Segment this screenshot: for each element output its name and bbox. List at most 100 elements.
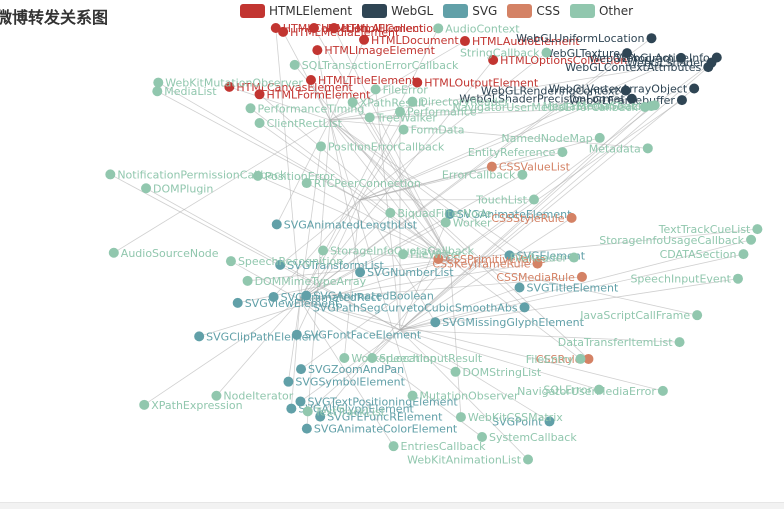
graph-node[interactable]: SVGSymbolElement	[283, 376, 406, 389]
graph-node[interactable]: NavigatorUserMediaError	[517, 385, 668, 398]
graph-node-dot[interactable]	[622, 48, 633, 59]
graph-node[interactable]: TextTrackCueList	[658, 223, 763, 236]
graph-node[interactable]: PerformanceTiming	[245, 102, 365, 115]
graph-node-dot[interactable]	[649, 100, 660, 111]
graph-node-dot[interactable]	[459, 36, 470, 47]
graph-node-dot[interactable]	[141, 183, 152, 194]
graph-node-dot[interactable]	[254, 89, 265, 100]
graph-node-dot[interactable]	[557, 147, 568, 158]
graph-node[interactable]: SVGAltGlyphElement	[286, 403, 415, 416]
graph-node[interactable]: SVGFEFuncRElement	[315, 411, 443, 424]
graph-node-dot[interactable]	[752, 224, 763, 235]
graph-node-dot[interactable]	[486, 161, 497, 172]
graph-node[interactable]: WorkerLocation	[339, 352, 437, 365]
graph-node[interactable]: SpeechInputResult	[367, 352, 483, 365]
graph-node[interactable]: Metadata	[589, 142, 653, 155]
graph-node[interactable]: XPathResult	[347, 96, 426, 109]
graph-node-dot[interactable]	[642, 143, 653, 154]
graph-node-dot[interactable]	[245, 103, 256, 114]
graph-node[interactable]: PositionErrorCallback	[315, 140, 445, 153]
graph-node[interactable]: XPathExpression	[139, 399, 243, 412]
graph-node-dot[interactable]	[211, 390, 222, 401]
graph-node[interactable]: CSSPrimitiveValue	[433, 253, 546, 266]
graph-node[interactable]: SVGPathSegCurvetoCubicSmoothAbs	[313, 301, 530, 314]
graph-node[interactable]: EntriesCallback	[388, 440, 487, 453]
graph-node-dot[interactable]	[541, 47, 552, 58]
graph-node-dot[interactable]	[252, 170, 263, 181]
graph-node[interactable]: SVGClipPathElement	[194, 330, 320, 343]
graph-node-dot[interactable]	[703, 62, 714, 73]
graph-node-dot[interactable]	[692, 310, 703, 321]
graph-node-dot[interactable]	[152, 86, 163, 97]
graph-node[interactable]: SVGTitleElement	[514, 281, 619, 294]
graph-node-dot[interactable]	[407, 96, 418, 107]
graph-node-dot[interactable]	[657, 385, 668, 396]
graph-node-dot[interactable]	[289, 59, 300, 70]
graph-node-dot[interactable]	[430, 317, 441, 328]
graph-node-dot[interactable]	[544, 416, 555, 427]
graph-node-dot[interactable]	[295, 396, 306, 407]
graph-node[interactable]: FileWriter	[398, 248, 463, 261]
graph-node-dot[interactable]	[407, 390, 418, 401]
legend-item-webgl[interactable]: WebGL	[362, 4, 433, 18]
graph-node-dot[interactable]	[639, 101, 650, 112]
graph-node-dot[interactable]	[364, 112, 375, 123]
graph-node[interactable]: CSSStyleRule	[491, 212, 577, 225]
graph-node-dot[interactable]	[271, 219, 282, 230]
graph-node[interactable]: WebKitMutationObserver	[153, 77, 303, 90]
graph-node-dot[interactable]	[153, 77, 164, 88]
legend-item-htmlelement[interactable]: HTMLElement	[240, 4, 352, 18]
graph-node-dot[interactable]	[328, 23, 339, 33]
graph-node-dot[interactable]	[593, 384, 604, 395]
graph-node[interactable]: SpeechRecognition	[225, 255, 343, 268]
graph-node-dot[interactable]	[433, 23, 444, 34]
graph-node-dot[interactable]	[398, 249, 409, 260]
graph-node[interactable]: StorageInfoUsageCallback	[599, 234, 757, 247]
graph-node-dot[interactable]	[268, 291, 279, 302]
graph-node-dot[interactable]	[514, 282, 525, 293]
graph-node-dot[interactable]	[594, 132, 605, 143]
graph-node-dot[interactable]	[388, 441, 399, 452]
graph-node-dot[interactable]	[367, 352, 378, 363]
graph-node-dot[interactable]	[301, 423, 312, 434]
graph-node-dot[interactable]	[676, 52, 687, 63]
graph-node[interactable]: CSSValueList	[486, 161, 571, 174]
graph-node-dot[interactable]	[532, 258, 543, 269]
graph-node[interactable]: CSSKeyframeRule	[432, 258, 543, 271]
graph-node[interactable]: SVGNumberList	[355, 266, 454, 279]
graph-node-dot[interactable]	[308, 23, 319, 33]
graph-node[interactable]: JavaScriptCallFrame	[579, 309, 703, 322]
graph-node-dot[interactable]	[108, 247, 119, 258]
graph-node-dot[interactable]	[242, 275, 253, 286]
graph-node[interactable]: NamedNodeMap	[501, 132, 605, 145]
graph-node[interactable]: HTMLDocument	[359, 34, 459, 47]
graph-node-dot[interactable]	[620, 85, 631, 96]
graph-node[interactable]: Worker	[440, 216, 492, 229]
graph-node[interactable]: HTMLAllCollection	[328, 22, 440, 35]
graph-node[interactable]: FileEntry	[526, 353, 586, 366]
legend-item-other[interactable]: Other	[569, 4, 633, 18]
graph-node-dot[interactable]	[746, 234, 757, 245]
graph-node[interactable]: SVGFontFaceElement	[291, 329, 422, 342]
graph-node[interactable]: SVGAnimatedBoolean	[301, 290, 434, 303]
graph-node[interactable]: SVGZoomAndPan	[296, 363, 404, 376]
graph-node[interactable]: SVGTextPositioningElement	[295, 395, 458, 408]
graph-node[interactable]: WebGLTexture	[543, 47, 633, 60]
graph-node-dot[interactable]	[433, 253, 444, 264]
graph-node-dot[interactable]	[301, 178, 312, 189]
graph-node-dot[interactable]	[455, 412, 466, 423]
graph-node-dot[interactable]	[359, 34, 370, 45]
graph-node[interactable]: HTMLHtmlElement	[308, 22, 424, 35]
graph-node-dot[interactable]	[504, 250, 515, 261]
graph-node-dot[interactable]	[575, 353, 586, 364]
graph-node-dot[interactable]	[394, 106, 405, 117]
graph-node[interactable]: StringCallback	[460, 47, 552, 60]
graph-node[interactable]: SQLTransactionErrorCallback	[289, 59, 459, 72]
graph-node[interactable]: FileError	[370, 83, 429, 96]
graph-node[interactable]: WebGLContextAttributes	[565, 61, 714, 74]
graph-node[interactable]: CSSRule	[536, 353, 594, 366]
graph-node-dot[interactable]	[566, 212, 577, 223]
graph-node-dot[interactable]	[440, 217, 451, 228]
graph-node[interactable]: WebGLActiveInfo	[616, 51, 722, 64]
